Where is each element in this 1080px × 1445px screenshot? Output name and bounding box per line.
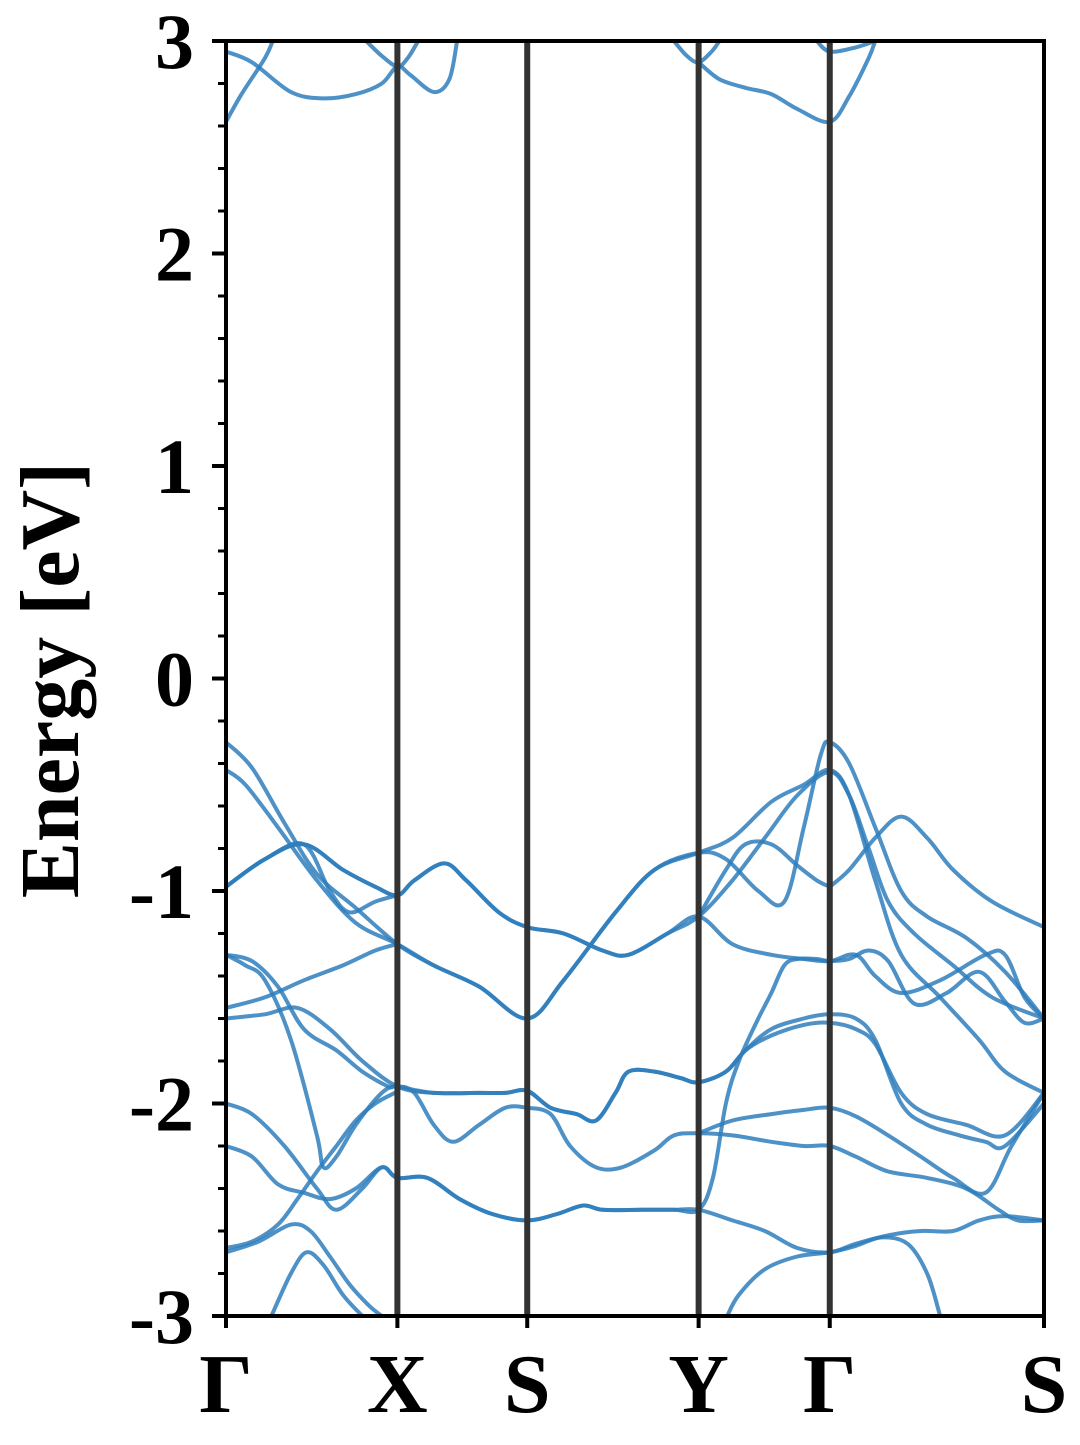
band-line-22	[269, 1250, 365, 1316]
band-line-23	[725, 1235, 943, 1316]
band-line-2	[226, 41, 460, 101]
band-line-10	[226, 842, 1044, 1021]
x-tick-label-2: S	[504, 1338, 551, 1431]
band-line-11	[226, 841, 400, 915]
band-line-18	[226, 948, 1044, 1223]
x-tick-label-4: Γ	[803, 1338, 856, 1431]
band-line-20	[226, 1222, 384, 1316]
band-line-1	[226, 41, 275, 124]
band-line-17	[226, 1005, 1044, 1139]
x-tick-label-3: Y	[668, 1338, 729, 1431]
band-line-12	[827, 814, 1044, 930]
axes-frame	[224, 39, 1046, 1318]
band-line-8	[226, 767, 1044, 1095]
band-line-3	[364, 41, 421, 69]
band-line-13	[696, 839, 832, 919]
y-tick-label: -1	[129, 848, 194, 935]
band-line-5	[696, 41, 878, 125]
y-tick-label: 0	[155, 636, 194, 723]
band-line-19	[226, 1144, 1044, 1255]
x-tick-label-1: X	[367, 1338, 428, 1431]
band-line-15	[226, 952, 1044, 1224]
band-line-21	[226, 1090, 397, 1250]
y-tick-label: 1	[155, 423, 194, 510]
y-tick-label: 2	[155, 211, 194, 298]
x-tick-label-5: S	[1021, 1338, 1068, 1431]
y-tick-label: 3	[155, 0, 194, 85]
y-axis-label: Energy [eV]	[4, 462, 97, 898]
y-tick-label: -2	[129, 1061, 194, 1148]
x-tick-label-0: Γ	[199, 1338, 252, 1431]
band-line-6	[814, 41, 878, 54]
bands-layer	[226, 41, 1044, 1316]
band-line-14	[226, 942, 400, 1010]
band-line-16	[226, 952, 1044, 1151]
kpath-lines-layer	[394, 41, 833, 1316]
band-line-24	[696, 1090, 1044, 1196]
y-tick-label: -3	[129, 1273, 194, 1360]
y-ticks-layer: -3 -2 -1 0 1 2 3	[129, 0, 226, 1360]
